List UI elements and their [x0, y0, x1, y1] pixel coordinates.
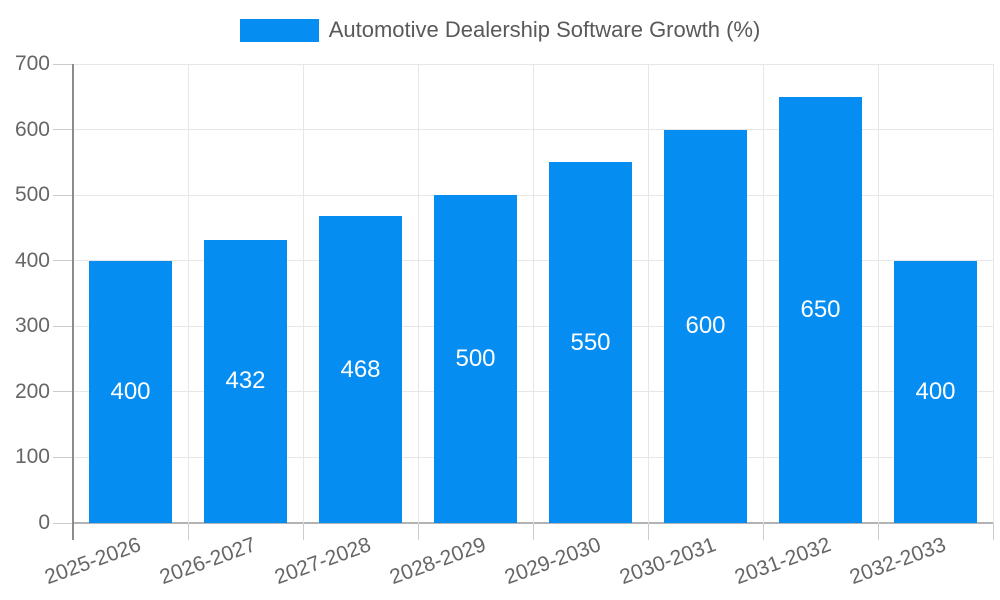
bar-value-label: 468: [340, 355, 381, 383]
x-gridline: [417, 64, 419, 523]
y-tick-mark: [53, 391, 73, 393]
x-category-label: 2030-2031: [616, 533, 720, 590]
bar-value-label: 550: [570, 328, 611, 356]
bar-2026-2027[interactable]: 432: [204, 239, 287, 523]
x-gridline: [762, 64, 764, 523]
legend-swatch: [239, 18, 319, 42]
y-tick-mark: [53, 260, 73, 262]
bar-2025-2026[interactable]: 400: [89, 260, 172, 523]
x-gridline: [302, 64, 304, 523]
y-tick-label: 300: [14, 314, 50, 338]
y-tick-label: 600: [14, 117, 50, 141]
x-tick-mark: [647, 523, 649, 540]
legend-label: Automotive Dealership Software Growth (%…: [328, 17, 761, 42]
x-gridline: [647, 64, 649, 523]
y-tick-mark: [53, 522, 73, 524]
x-tick-mark: [762, 523, 764, 540]
x-category-label: 2027-2028: [271, 533, 375, 590]
y-tick-mark: [53, 129, 73, 131]
x-gridline: [992, 64, 994, 523]
y-tick-mark: [53, 456, 73, 458]
bar-2032-2033[interactable]: 400: [894, 260, 977, 523]
y-tick-mark: [53, 194, 73, 196]
x-category-label: 2029-2030: [501, 533, 605, 590]
bar-2030-2031[interactable]: 600: [664, 129, 747, 523]
x-category-label: 2026-2027: [156, 533, 260, 590]
x-gridline: [877, 64, 879, 523]
y-axis-line: [71, 64, 74, 540]
y-tick-label: 200: [14, 379, 50, 403]
x-category-label: 2028-2029: [386, 533, 490, 590]
x-gridline: [187, 64, 189, 523]
x-tick-mark: [532, 523, 534, 540]
bar-2031-2032[interactable]: 650: [779, 96, 862, 523]
bar-value-label: 500: [455, 345, 496, 373]
x-tick-mark: [417, 523, 419, 540]
bar-2027-2028[interactable]: 468: [319, 216, 402, 523]
legend-item[interactable]: Automotive Dealership Software Growth (%…: [0, 17, 1000, 43]
x-category-label: 2031-2032: [731, 533, 835, 590]
bar-value-label: 650: [800, 295, 841, 323]
bar-2029-2030[interactable]: 550: [549, 162, 632, 523]
x-tick-mark: [877, 523, 879, 540]
bar-value-label: 400: [110, 377, 151, 405]
x-category-label: 2025-2026: [41, 533, 145, 590]
y-tick-label: 100: [14, 445, 50, 469]
x-tick-mark: [992, 523, 994, 540]
x-tick-mark: [302, 523, 304, 540]
y-tick-mark: [53, 325, 73, 327]
y-tick-label: 500: [14, 183, 50, 207]
y-tick-label: 0: [38, 511, 50, 534]
bar-value-label: 432: [225, 367, 266, 395]
y-tick-label: 700: [14, 52, 50, 75]
bar-value-label: 600: [685, 312, 726, 340]
y-tick-label: 400: [14, 248, 50, 272]
bar-value-label: 400: [915, 377, 956, 405]
x-gridline: [532, 64, 534, 523]
bar-2028-2029[interactable]: 500: [434, 195, 517, 523]
x-category-label: 2032-2033: [846, 533, 950, 590]
y-tick-mark: [53, 63, 73, 65]
x-tick-mark: [187, 523, 189, 540]
